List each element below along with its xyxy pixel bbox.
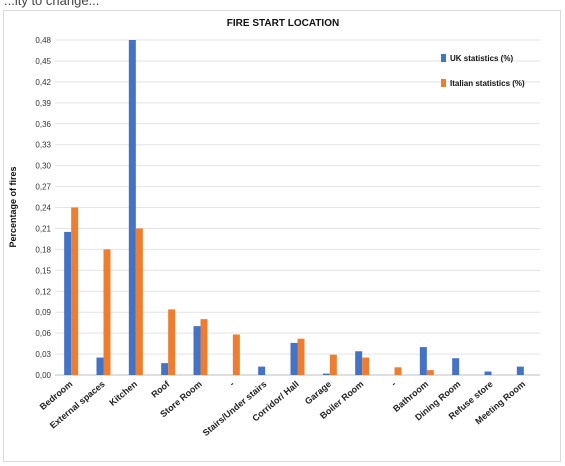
y-tick-label: 0,30 (35, 162, 51, 171)
bar-series (64, 40, 524, 375)
bar-uk (355, 351, 363, 375)
y-tick-label: 0,12 (35, 287, 51, 296)
y-tick-label: 0,21 (35, 224, 51, 233)
y-axis-label: Percentage of fires (8, 166, 18, 247)
y-tick-label: 0,33 (35, 141, 51, 150)
clipped-caption-text: ...ity to change... (4, 0, 100, 8)
bar-uk (419, 347, 427, 375)
bar-italian (426, 370, 434, 375)
bar-italian (71, 207, 79, 375)
y-tick-label: 0,39 (35, 99, 51, 108)
bar-italian (168, 309, 176, 375)
y-tick-label: 0,24 (35, 204, 51, 213)
bar-italian (394, 367, 402, 375)
bar-uk (452, 358, 460, 375)
y-tick-label: 0,15 (35, 266, 51, 275)
chart-frame (3, 10, 561, 462)
bar-italian (232, 334, 240, 375)
bar-uk (64, 231, 72, 375)
legend-swatch (441, 79, 446, 87)
gridlines (55, 39, 540, 376)
y-tick-label: 0,45 (35, 57, 51, 66)
y-tick-labels: 0,00 0,03 0,06 0,09 0,12 0,15 0,18 0,21 0,24 0,27… (35, 36, 51, 380)
bar-uk (322, 373, 330, 375)
bar-uk (161, 363, 169, 375)
x-category-label: Garage (303, 379, 333, 407)
chart-title: FIRE START LOCATION (227, 18, 339, 29)
bar-italian (135, 228, 143, 375)
y-tick-label: 0,48 (35, 36, 51, 45)
y-tick-label: 0,00 (35, 371, 51, 380)
x-category-label: - (227, 379, 236, 389)
legend-label: Italian statistics (%) (450, 79, 525, 88)
bar-italian (200, 319, 208, 375)
bar-italian (103, 249, 111, 375)
y-tick-label: 0,03 (35, 350, 51, 359)
y-tick-label: 0,09 (35, 308, 51, 317)
clipped-caption: ...ity to change... (0, 0, 565, 10)
bar-italian (329, 354, 337, 375)
y-tick-label: 0,36 (35, 120, 51, 129)
bar-uk (484, 371, 492, 375)
x-category-label: Kitchen (107, 379, 139, 408)
bar-uk (516, 366, 524, 375)
x-category-label: Roof (149, 378, 172, 399)
bar-italian (362, 357, 370, 375)
y-tick-label: 0,42 (35, 78, 51, 87)
y-tick-label: 0,06 (35, 329, 51, 338)
legend: UK statistics (%) Italian statistics (%) (441, 54, 525, 88)
legend-label: UK statistics (%) (450, 54, 513, 63)
y-tick-label: 0,27 (35, 183, 51, 192)
x-category-label: - (389, 379, 398, 389)
bar-italian (297, 338, 305, 375)
y-tick-label: 0,18 (35, 245, 51, 254)
x-category-label: External spaces (48, 379, 107, 431)
bar-uk (290, 342, 298, 375)
bar-uk (258, 366, 266, 375)
bar-uk (96, 357, 104, 375)
bar-uk (128, 40, 136, 375)
bar-uk (193, 326, 201, 375)
legend-swatch (441, 54, 446, 62)
